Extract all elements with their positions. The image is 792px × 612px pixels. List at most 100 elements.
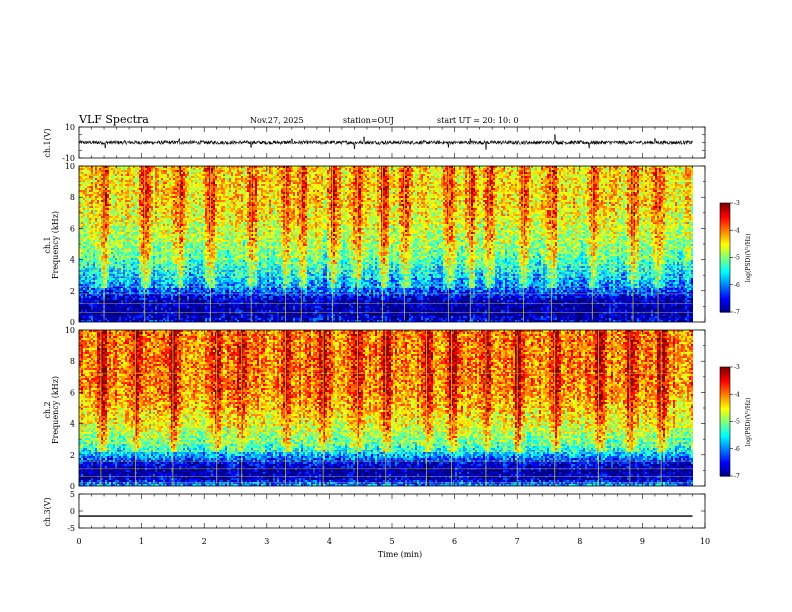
psd-cell [93,270,95,272]
psd-cell [85,176,87,178]
psd-cell [83,250,85,252]
psd-cell [87,236,89,238]
psd-cell [85,182,87,184]
psd-cell [85,254,87,256]
psd-cell [91,222,93,224]
psd-cell [83,188,85,190]
psd-cell [91,220,93,222]
psd-cell [85,218,87,220]
psd-cell [81,208,83,210]
psd-cell [93,314,95,316]
psd-cell [95,228,97,230]
psd-cell [81,198,83,200]
psd-cell [83,248,85,250]
psd-cell [87,172,89,174]
psd-cell [83,226,85,228]
psd-cell [85,250,87,252]
psd-cell [91,306,93,308]
psd-cell [81,190,83,192]
psd-cell [91,314,93,316]
psd-cell [91,184,93,186]
psd-cell [83,310,85,312]
psd-cell [91,248,93,250]
psd-cell [81,278,83,280]
psd-cell [93,182,95,184]
psd-cell [85,312,87,314]
psd-cell [87,194,89,196]
psd-cell [85,188,87,190]
psd-cell [85,172,87,174]
psd-cell [87,304,89,306]
psd-cell [91,204,93,206]
psd-cell [91,240,93,242]
psd-cell [85,266,87,268]
psd-cell [89,200,91,202]
psd-cell [95,180,97,182]
psd-cell [89,220,91,222]
psd-cell [85,294,87,296]
psd-cell [83,260,85,262]
psd-cell [91,308,93,310]
psd-cell [83,284,85,286]
psd-cell [81,232,83,234]
psd-cell [81,308,83,310]
psd-cell [85,318,87,320]
psd-cell [85,198,87,200]
psd-cell [89,262,91,264]
psd-cell [81,284,83,286]
psd-cell [87,216,89,218]
psd-cell [85,314,87,316]
psd-cell [95,212,97,214]
psd-cell [81,296,83,298]
psd-cell [81,280,83,282]
psd-cell [93,202,95,204]
psd-cell [89,250,91,252]
psd-cell [93,304,95,306]
psd-cell [91,210,93,212]
ch1-waveform-trace [79,135,692,150]
psd-cell [89,266,91,268]
psd-cell [91,196,93,198]
psd-cell [89,176,91,178]
psd-cell [91,298,93,300]
psd-cell [87,310,89,312]
psd-cell [81,314,83,316]
psd-cell [87,288,89,290]
psd-cell [81,216,83,218]
psd-cell [91,170,93,172]
psd-cell [81,242,83,244]
psd-cell [87,298,89,300]
psd-cell [87,246,89,248]
psd-cell [85,210,87,212]
psd-cell [91,234,93,236]
psd-cell [83,288,85,290]
psd-cell [81,246,83,248]
psd-cell [81,172,83,174]
station-label: station=OUJ [343,116,394,125]
psd-cell [83,176,85,178]
psd-cell [83,192,85,194]
psd-cell [85,190,87,192]
psd-cell [89,260,91,262]
psd-cell [89,314,91,316]
psd-cell [87,300,89,302]
psd-cell [85,238,87,240]
psd-cell [95,218,97,220]
psd-cell [93,248,95,250]
psd-cell [91,260,93,262]
psd-cell [87,312,89,314]
psd-cell [85,226,87,228]
psd-cell [93,252,95,254]
psd-cell [85,192,87,194]
psd-cell [91,284,93,286]
psd-cell [83,244,85,246]
psd-cell [95,186,97,188]
psd-cell [85,194,87,196]
psd-cell [87,182,89,184]
psd-cell [87,296,89,298]
psd-cell [87,240,89,242]
psd-cell [95,222,97,224]
psd-cell [89,274,91,276]
psd-cell [81,204,83,206]
psd-cell [81,260,83,262]
